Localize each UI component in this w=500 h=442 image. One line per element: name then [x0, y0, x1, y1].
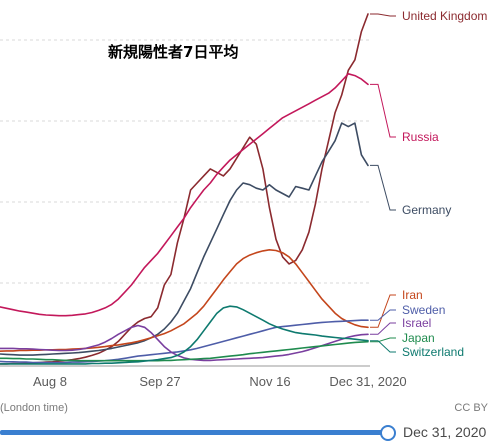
series-label: Iran: [402, 288, 423, 302]
series-line-germany: [0, 122, 369, 356]
label-leader: [370, 294, 396, 328]
label-leader: [370, 340, 396, 353]
series-label: Japan: [402, 331, 435, 345]
series-line-japan: [0, 340, 369, 362]
series-labels: United Kingdom Russia Germany IranSwedenIsr…: [402, 9, 487, 359]
series-line-iran: [0, 249, 369, 352]
series-line-united-kingdom: [0, 13, 369, 365]
chart-title: 新規陽性者7日平均: [108, 43, 239, 61]
series-label: Russia: [402, 130, 439, 144]
series-label: Germany: [402, 203, 451, 217]
series-label: Israel: [402, 316, 431, 330]
timeline-slider[interactable]: [0, 430, 388, 435]
label-leader: [370, 322, 396, 335]
series-label: Switzerland: [402, 345, 464, 359]
time-zone-note: (London time): [0, 402, 68, 414]
gridlines: [0, 39, 370, 284]
series-lines: [0, 13, 369, 365]
x-tick-label: Aug 8: [33, 374, 67, 389]
series-line-switzerland: [0, 305, 369, 365]
label-leader: [370, 83, 396, 138]
label-leader: [370, 337, 396, 343]
label-leader: [370, 164, 396, 211]
x-tick-label: Dec 31, 2020: [329, 374, 406, 389]
series-line-sweden: [0, 319, 369, 364]
label-leader: [370, 13, 396, 17]
label-leader: [370, 309, 396, 321]
label-leaders: [370, 13, 396, 353]
x-tick-label: Sep 27: [139, 374, 180, 389]
series-label: United Kingdom: [402, 9, 487, 23]
series-line-israel: [0, 324, 369, 362]
x-axis-ticks: Aug 8 Sep 27 Nov 16 Dec 31, 2020: [33, 374, 407, 389]
series-label: Sweden: [402, 303, 445, 317]
series-line-russia: [0, 73, 369, 317]
timeline-slider-handle[interactable]: [380, 425, 396, 441]
timeline-date-label: Dec 31, 2020: [403, 424, 487, 440]
license-badge[interactable]: CC BY: [454, 402, 488, 414]
x-tick-label: Nov 16: [249, 374, 290, 389]
